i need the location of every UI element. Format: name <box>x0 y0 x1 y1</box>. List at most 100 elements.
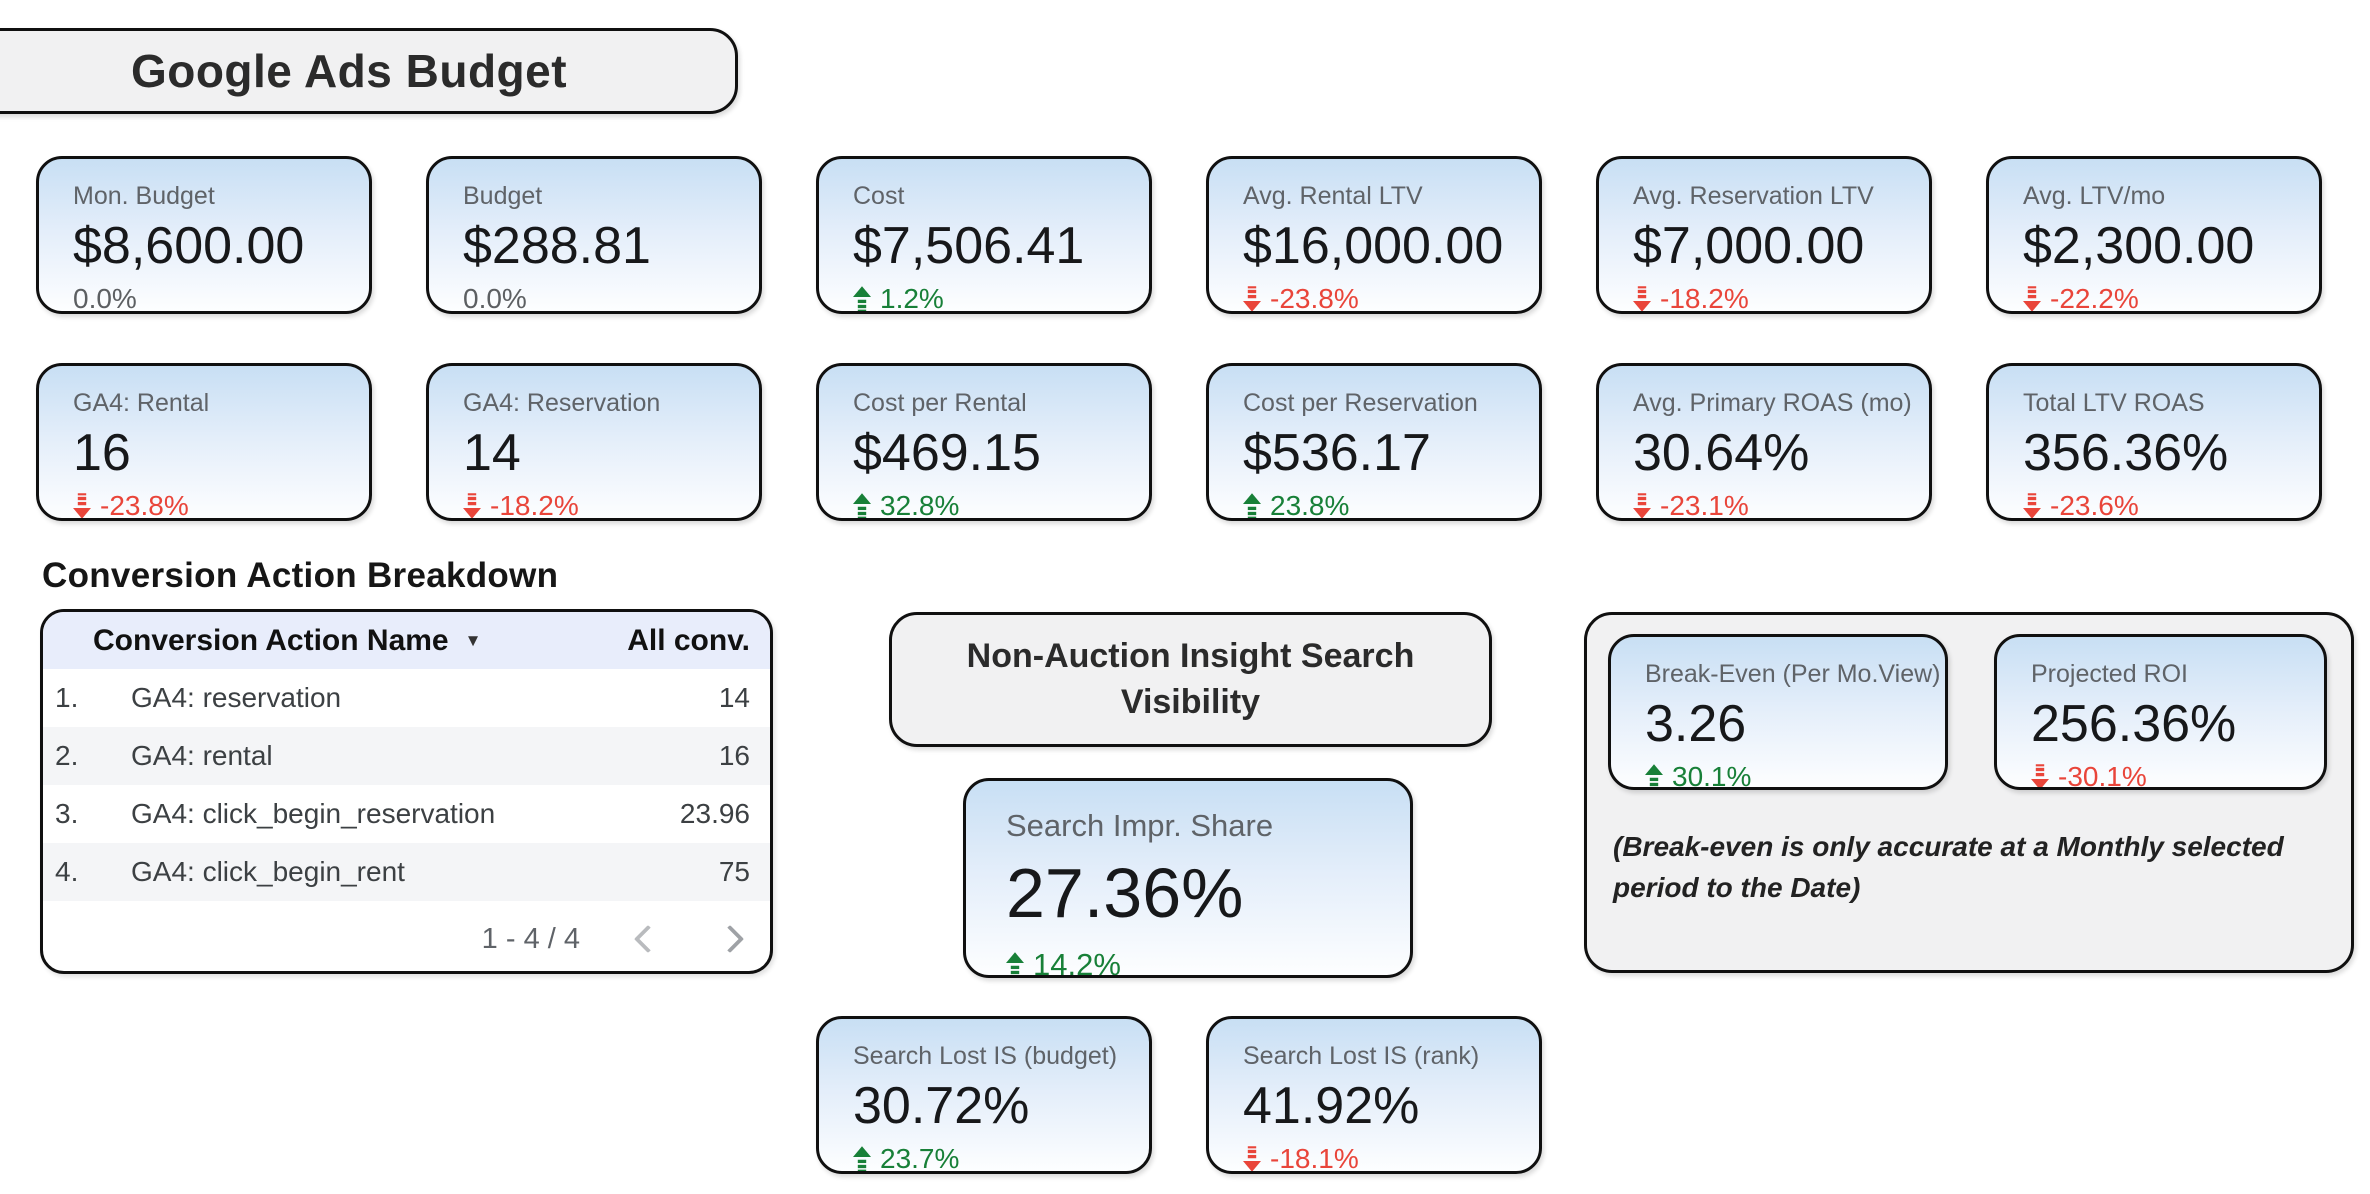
metric-value: 3.26 <box>1645 695 1747 754</box>
metric-value: 14 <box>463 424 521 483</box>
scorecard-break-even: Break-Even (Per Mo.View) 3.26 30.1% <box>1608 634 1948 790</box>
column-header-name[interactable]: Conversion Action Name <box>93 623 449 657</box>
delta-text: 0.0% <box>463 283 527 314</box>
metric-label: Break-Even (Per Mo.View) <box>1645 660 1941 688</box>
table-pagination: 1 - 4 / 4 <box>43 901 770 971</box>
scorecard-budget: Budget $288.81 0.0% <box>426 156 762 314</box>
scorecard-total-ltv-roas: Total LTV ROAS 356.36% -23.6% <box>1986 363 2322 521</box>
metric-label: Avg. Primary ROAS (mo) <box>1633 389 1912 417</box>
metric-value: 30.72% <box>853 1077 1030 1136</box>
metric-delta: 32.8% <box>853 490 1149 521</box>
metric-delta: 1.2% <box>853 283 1149 311</box>
metric-label: Projected ROI <box>2031 660 2189 688</box>
conversion-action-name: GA4: reservation <box>131 682 342 713</box>
row-index: 3. <box>55 798 79 829</box>
table-row: 4. GA4: click_begin_rent 75 <box>43 843 770 901</box>
pagination-next-icon[interactable] <box>715 924 745 954</box>
metric-value: 16 <box>73 424 131 483</box>
delta-text: 23.8% <box>1270 490 1350 521</box>
metric-label: Search Impr. Share <box>1006 808 1274 843</box>
delta-text: 32.8% <box>880 490 960 521</box>
metric-delta: -23.1% <box>1633 490 1929 518</box>
breakdown-heading: Conversion Action Breakdown <box>42 556 559 595</box>
metric-delta: 23.8% <box>1243 490 1539 521</box>
metric-label: Avg. Rental LTV <box>1243 182 1423 210</box>
delta-text: 0.0% <box>73 283 137 314</box>
metric-value: $7,506.41 <box>853 217 1085 276</box>
metric-label: Cost <box>853 182 905 210</box>
roi-panel: Break-Even (Per Mo.View) 3.26 30.1% Proj… <box>1584 612 2354 973</box>
metric-label: Search Lost IS (budget) <box>853 1042 1118 1070</box>
delta-arrow-icon <box>853 1146 871 1171</box>
metric-value: 30.64% <box>1633 424 1810 483</box>
delta-arrow-icon <box>1243 1146 1261 1171</box>
delta-arrow-icon <box>853 286 871 311</box>
metric-delta: -18.1% <box>1243 1143 1539 1174</box>
metric-value: $469.15 <box>853 424 1041 483</box>
metric-delta: -18.2% <box>463 490 759 521</box>
delta-text: 30.1% <box>1672 761 1752 790</box>
conversion-action-name: GA4: click_begin_reservation <box>131 798 496 829</box>
visibility-section-title: Non-Auction Insight Search Visibility <box>966 636 1415 721</box>
delta-text: -18.1% <box>1270 1143 1359 1174</box>
delta-arrow-icon <box>1645 764 1663 787</box>
scorecard-ga4-reservation: GA4: Reservation 14 -18.2% <box>426 363 762 521</box>
metric-delta: 14.2% <box>1006 947 1410 975</box>
scorecard-search-lost-is-rank: Search Lost IS (rank) 41.92% -18.1% <box>1206 1016 1542 1174</box>
metric-label: Search Lost IS (rank) <box>1243 1042 1480 1070</box>
scorecard-ga4-rental: GA4: Rental 16 -23.8% <box>36 363 372 521</box>
delta-arrow-icon <box>1633 286 1651 311</box>
delta-arrow-icon <box>853 493 871 518</box>
metric-label: Total LTV ROAS <box>2023 389 2205 417</box>
metric-delta: -18.2% <box>1633 283 1929 314</box>
scorecard-cost: Cost $7,506.41 1.2% <box>816 156 1152 314</box>
metric-delta: 0.0% <box>463 283 759 314</box>
delta-text: -23.8% <box>1270 283 1359 314</box>
scorecard-search-lost-is-budget: Search Lost IS (budget) 30.72% 23.7% <box>816 1016 1152 1174</box>
all-conversions-value: 75 <box>718 856 750 887</box>
column-header-value[interactable]: All conv. <box>627 623 750 657</box>
scorecard-cost-per-rental: Cost per Rental $469.15 32.8% <box>816 363 1152 521</box>
metric-value: $2,300.00 <box>2023 217 2255 276</box>
all-conversions-value: 14 <box>718 682 750 713</box>
metric-value: 256.36% <box>2031 695 2237 754</box>
visibility-section-title-box: Non-Auction Insight Search Visibility <box>889 612 1492 747</box>
metric-delta: -23.8% <box>73 490 369 518</box>
metric-value: 41.92% <box>1243 1077 1420 1136</box>
metric-delta: -30.1% <box>2031 761 2324 790</box>
metric-value: 356.36% <box>2023 424 2229 483</box>
page-title: Google Ads Budget <box>130 45 568 97</box>
pagination-prev-icon[interactable] <box>633 924 663 954</box>
metric-label: Avg. LTV/mo <box>2023 182 2166 210</box>
metric-value: $7,000.00 <box>1633 217 1865 276</box>
metric-value: $16,000.00 <box>1243 217 1504 276</box>
break-even-note: (Break-even is only accurate at a Monthl… <box>1613 831 2284 903</box>
metric-delta: -23.6% <box>2023 490 2319 518</box>
delta-arrow-icon <box>1243 493 1261 518</box>
metric-value: $536.17 <box>1243 424 1431 483</box>
scorecard-search-impr-share: Search Impr. Share 27.36% 14.2% <box>963 778 1413 978</box>
metric-label: GA4: Rental <box>73 389 210 417</box>
delta-text: -18.2% <box>1660 283 1749 314</box>
delta-text: -18.2% <box>490 490 579 521</box>
scorecard-mon-budget: Mon. Budget $8,600.00 0.0% <box>36 156 372 314</box>
delta-text: -30.1% <box>2058 761 2147 790</box>
row-index: 1. <box>55 682 79 713</box>
table-row: 1. GA4: reservation 14 <box>43 669 770 727</box>
conversion-action-name: GA4: rental <box>131 740 273 771</box>
delta-arrow-icon <box>1006 952 1024 974</box>
scorecard-cost-per-reservation: Cost per Reservation $536.17 23.8% <box>1206 363 1542 521</box>
metric-delta: 23.7% <box>853 1143 1149 1174</box>
delta-arrow-icon <box>2023 286 2041 311</box>
scorecard-avg-ltv-mo: Avg. LTV/mo $2,300.00 -22.2% <box>1986 156 2322 314</box>
delta-arrow-icon <box>2023 493 2041 518</box>
metric-delta: 0.0% <box>73 283 369 314</box>
delta-arrow-icon <box>1243 286 1261 311</box>
delta-arrow-icon <box>463 493 481 518</box>
delta-text: -22.2% <box>2050 283 2139 314</box>
delta-text: 23.7% <box>880 1143 960 1174</box>
scorecard-projected-roi: Projected ROI 256.36% -30.1% <box>1994 634 2327 790</box>
sort-descending-icon[interactable]: ▼ <box>464 630 482 650</box>
metric-label: Cost per Reservation <box>1243 389 1478 417</box>
